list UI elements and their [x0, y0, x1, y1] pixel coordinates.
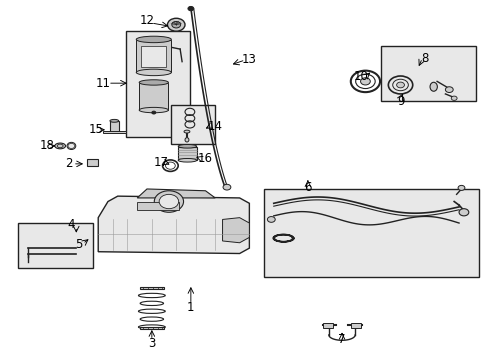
- Circle shape: [457, 185, 464, 190]
- Polygon shape: [98, 196, 249, 253]
- Text: 4: 4: [67, 218, 75, 231]
- Text: 12: 12: [139, 14, 154, 27]
- Text: 17: 17: [154, 156, 169, 169]
- Bar: [178, 147, 196, 160]
- Text: 3: 3: [148, 337, 155, 350]
- Bar: [350, 323, 360, 328]
- Polygon shape: [137, 189, 215, 198]
- Circle shape: [154, 191, 183, 212]
- Text: 8: 8: [420, 51, 427, 64]
- Polygon shape: [222, 218, 249, 243]
- Circle shape: [223, 184, 230, 190]
- Bar: [380, 45, 475, 101]
- Bar: [87, 159, 98, 166]
- Circle shape: [152, 111, 156, 114]
- Bar: [103, 131, 125, 134]
- Circle shape: [187, 6, 193, 11]
- Text: 10: 10: [353, 69, 368, 82]
- Ellipse shape: [55, 143, 65, 149]
- Circle shape: [167, 18, 184, 31]
- Text: 14: 14: [207, 120, 223, 133]
- Bar: [141, 45, 165, 67]
- Ellipse shape: [136, 69, 171, 76]
- Text: 13: 13: [242, 53, 256, 66]
- Bar: [140, 327, 163, 329]
- Circle shape: [396, 82, 404, 88]
- Circle shape: [450, 96, 456, 100]
- Ellipse shape: [136, 36, 171, 42]
- Text: 5: 5: [75, 238, 82, 251]
- Text: 18: 18: [40, 139, 54, 152]
- Text: 11: 11: [95, 77, 110, 90]
- Ellipse shape: [184, 138, 188, 142]
- Circle shape: [445, 87, 452, 93]
- Ellipse shape: [178, 144, 196, 148]
- Ellipse shape: [139, 107, 168, 113]
- Text: 15: 15: [88, 123, 103, 136]
- Text: 16: 16: [198, 152, 213, 165]
- Bar: [136, 40, 171, 72]
- Bar: [323, 323, 332, 328]
- Text: 1: 1: [187, 301, 194, 314]
- Ellipse shape: [429, 82, 436, 91]
- Circle shape: [267, 217, 275, 222]
- Bar: [126, 31, 189, 137]
- Bar: [140, 287, 163, 289]
- Circle shape: [458, 209, 468, 216]
- Bar: [137, 202, 178, 211]
- Ellipse shape: [178, 158, 196, 162]
- Bar: [18, 223, 93, 268]
- Text: 7: 7: [338, 333, 345, 346]
- Ellipse shape: [67, 142, 76, 149]
- Text: 9: 9: [396, 95, 404, 108]
- Circle shape: [159, 194, 178, 209]
- Circle shape: [171, 22, 180, 28]
- Bar: [110, 121, 119, 132]
- Circle shape: [360, 78, 369, 85]
- Bar: [264, 189, 478, 277]
- Text: 6: 6: [304, 181, 311, 194]
- Ellipse shape: [110, 120, 119, 122]
- Ellipse shape: [183, 130, 189, 133]
- Bar: [171, 105, 215, 144]
- Ellipse shape: [139, 80, 168, 85]
- Bar: [139, 83, 168, 110]
- Circle shape: [68, 143, 75, 148]
- Text: 2: 2: [65, 157, 73, 170]
